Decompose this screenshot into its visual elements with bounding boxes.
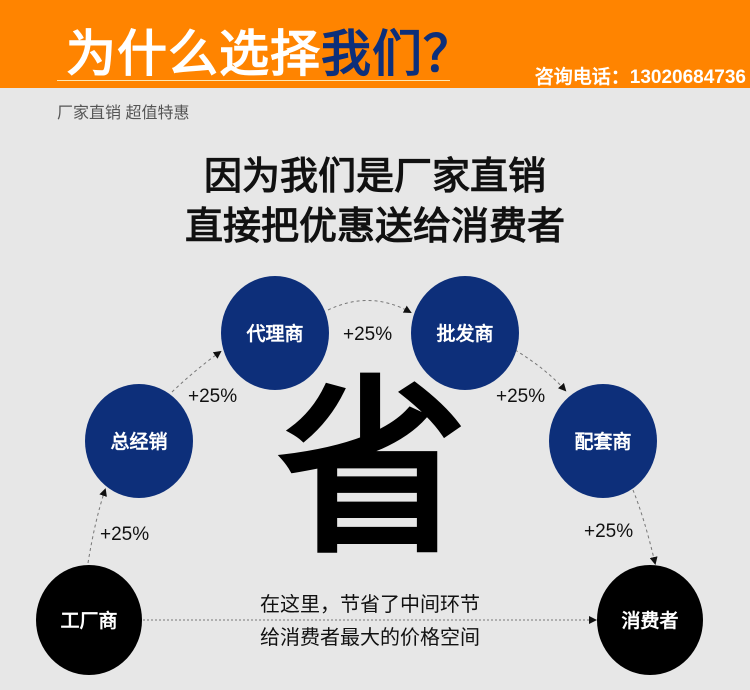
svg-text:工厂商: 工厂商 <box>60 609 117 632</box>
page-title: 为什么选择我们？ <box>66 14 474 86</box>
title-underline <box>57 80 450 81</box>
header-banner: 为什么选择我们？ 咨询电话：13020684736 <box>0 0 750 88</box>
contact-phone: 咨询电话：13020684736 <box>534 67 746 88</box>
node-supplier: 配套商 <box>549 384 657 498</box>
subtitle: 厂家直销 超值特惠 <box>57 105 190 122</box>
markup-4: +25% <box>496 386 545 407</box>
arrow-2 <box>171 350 222 393</box>
node-factory: 工厂商 <box>36 565 142 675</box>
markup-2: +25% <box>188 386 237 407</box>
svg-text:批发商: 批发商 <box>436 322 493 345</box>
arrow-4 <box>514 349 567 392</box>
svg-text:配套商: 配套商 <box>574 430 631 453</box>
markup-1: +25% <box>100 524 149 545</box>
markup-3: +25% <box>343 324 392 345</box>
markup-5: +25% <box>584 521 633 542</box>
node-agent: 代理商 <box>221 276 329 390</box>
svg-text:消费者: 消费者 <box>621 609 678 632</box>
svg-text:代理商: 代理商 <box>245 322 303 345</box>
note-line-2: 给消费者最大的价格空间 <box>260 626 480 649</box>
title-highlight: 我们？ <box>321 26 474 82</box>
node-general-distributor: 总经销 <box>85 384 193 498</box>
title-part1: 为什么选择 <box>66 26 321 82</box>
note-line-1: 在这里，节省了中间环节 <box>260 593 480 616</box>
arrow-5 <box>632 489 658 565</box>
headline-line-1: 因为我们是厂家直销 <box>203 156 546 198</box>
svg-text:总经销: 总经销 <box>110 430 167 453</box>
arrow-3 <box>327 300 412 313</box>
save-character: 省 <box>277 364 467 576</box>
node-consumer: 消费者 <box>597 565 703 675</box>
headline-line-2: 直接把优惠送给消费者 <box>184 206 565 248</box>
node-wholesaler: 批发商 <box>411 276 519 390</box>
arrow-1 <box>87 488 107 564</box>
